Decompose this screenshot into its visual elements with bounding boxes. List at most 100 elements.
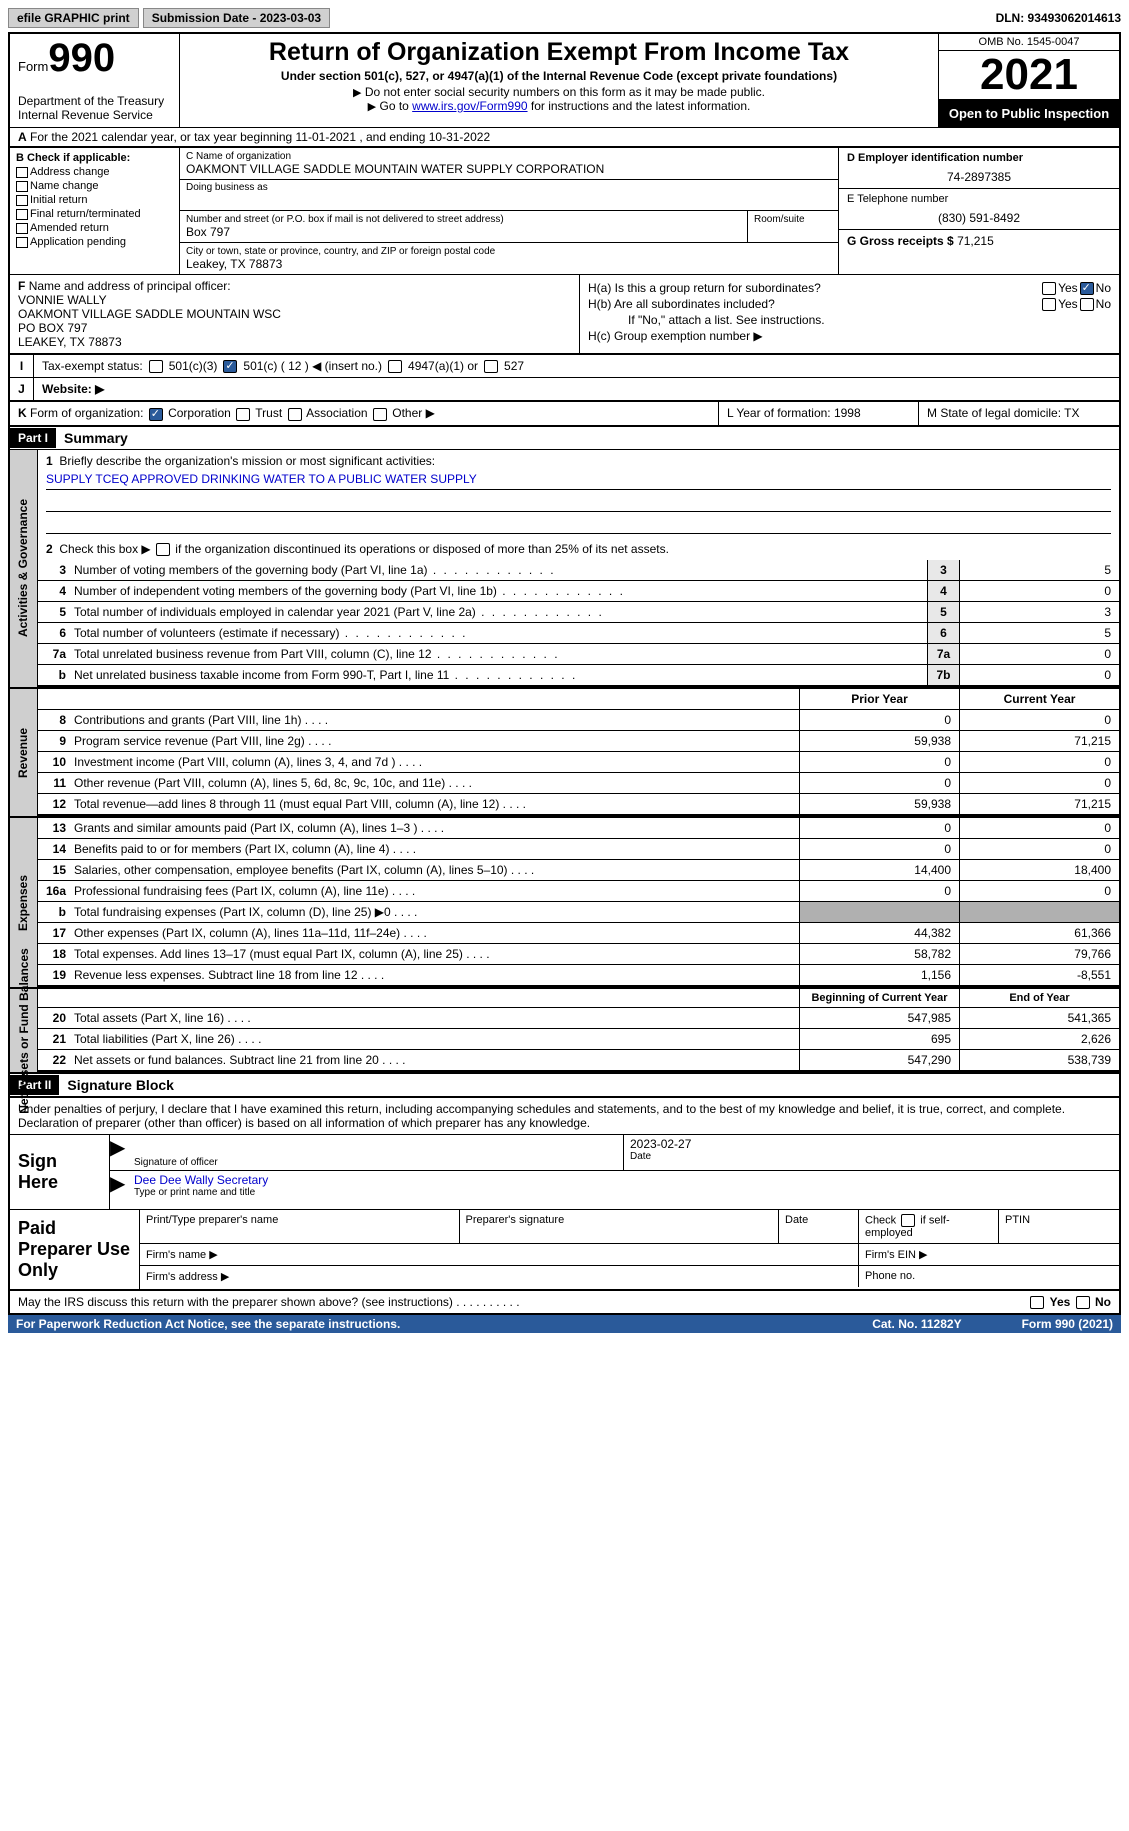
opt-527: 527: [504, 359, 524, 373]
col-f: F Name and address of principal officer:…: [10, 275, 580, 353]
line-text: Total number of individuals employed in …: [70, 602, 927, 622]
header-mid: Return of Organization Exempt From Incom…: [180, 34, 939, 127]
phone-value: (830) 591-8492: [847, 211, 1111, 225]
line-text: Salaries, other compensation, employee b…: [70, 860, 799, 880]
line-text: Total assets (Part X, line 16) . . . .: [70, 1008, 799, 1028]
line-num: 9: [38, 731, 70, 751]
line-text: Program service revenue (Part VIII, line…: [70, 731, 799, 751]
prior-value: 0: [799, 818, 959, 838]
chk-corp[interactable]: [149, 408, 163, 421]
line-box: 5: [927, 602, 959, 622]
line-box: 6: [927, 623, 959, 643]
paid-preparer: Paid Preparer Use Only: [10, 1210, 140, 1289]
irs-no-lbl: No: [1095, 1295, 1111, 1309]
line-box: 4: [927, 581, 959, 601]
line-text: Contributions and grants (Part VIII, lin…: [70, 710, 799, 730]
f-text: Name and address of principal officer:: [29, 279, 231, 293]
chk-name[interactable]: [16, 181, 28, 192]
chk-pending[interactable]: [16, 237, 28, 248]
dept-text: Department of the TreasuryInternal Reven…: [18, 94, 171, 122]
line-text: Investment income (Part VIII, column (A)…: [70, 752, 799, 772]
chk-label-4: Amended return: [30, 222, 109, 234]
prior-value: 547,290: [799, 1050, 959, 1070]
line-box: 7a: [927, 644, 959, 664]
prior-value: 0: [799, 710, 959, 730]
current-value: 538,739: [959, 1050, 1119, 1070]
row-j-label: J: [10, 378, 34, 400]
efile-button[interactable]: efile GRAPHIC print: [8, 8, 139, 28]
firm-addr-label: Firm's address ▶: [140, 1266, 859, 1287]
opt-trust: Trust: [255, 406, 282, 420]
chk-501c3[interactable]: [149, 360, 163, 373]
current-value: 0: [959, 881, 1119, 901]
line-num: 18: [38, 944, 70, 964]
f-line2: OAKMONT VILLAGE SADDLE MOUNTAIN WSC: [18, 307, 281, 321]
line-text: Total liabilities (Part X, line 26) . . …: [70, 1029, 799, 1049]
gross-label: G Gross receipts $: [847, 234, 954, 248]
line-text: Benefits paid to or for members (Part IX…: [70, 839, 799, 859]
hc-label: H(c) Group exemption number ▶: [588, 329, 1111, 343]
opt-assoc: Association: [306, 406, 367, 420]
line-num: 7a: [38, 644, 70, 664]
chk-label-2: Initial return: [30, 194, 87, 206]
hb-label: H(b) Are all subordinates included?: [588, 297, 1040, 311]
sig-officer-label: Signature of officer: [134, 1157, 617, 1168]
col-d: D Employer identification number 74-2897…: [839, 148, 1119, 274]
irs-yes-lbl: Yes: [1050, 1295, 1071, 1309]
line-num: 4: [38, 581, 70, 601]
row-l: L Year of formation: 1998: [719, 402, 919, 424]
chk-527[interactable]: [484, 360, 498, 373]
prep-name-label: Print/Type preparer's name: [140, 1210, 460, 1243]
side-rev: Revenue: [10, 689, 38, 816]
line-num: 6: [38, 623, 70, 643]
chk-assoc[interactable]: [288, 408, 302, 421]
hb-no-lbl: No: [1096, 297, 1111, 311]
current-value: 2,626: [959, 1029, 1119, 1049]
instr-link[interactable]: www.irs.gov/Form990: [412, 99, 527, 113]
line-num: b: [38, 665, 70, 685]
hb-yes-chk[interactable]: [1042, 298, 1056, 311]
chk-label-1: Name change: [30, 180, 99, 192]
tax-year: 2021: [939, 51, 1119, 100]
current-value: [959, 902, 1119, 922]
current-value: 541,365: [959, 1008, 1119, 1028]
chk-address[interactable]: [16, 167, 28, 178]
irs-yes-chk[interactable]: [1030, 1296, 1044, 1309]
current-value: -8,551: [959, 965, 1119, 985]
chk-initial[interactable]: [16, 195, 28, 206]
line-num: 14: [38, 839, 70, 859]
opt-4947: 4947(a)(1) or: [408, 359, 478, 373]
chk-amended[interactable]: [16, 223, 28, 234]
part1-header: Part I: [10, 428, 56, 448]
chk-501c[interactable]: [223, 360, 237, 373]
f-line3: PO BOX 797: [18, 321, 87, 335]
chk-final[interactable]: [16, 209, 28, 220]
form-ref: Form 990 (2021): [1022, 1317, 1113, 1331]
ha-no-chk[interactable]: [1080, 282, 1094, 295]
line-text: Number of voting members of the governin…: [70, 560, 927, 580]
opt-501c3: 501(c)(3): [169, 359, 218, 373]
chk-trust[interactable]: [236, 408, 250, 421]
prep-sig-label: Preparer's signature: [460, 1210, 780, 1243]
k-text: Form of organization:: [30, 406, 143, 420]
chk-4947[interactable]: [388, 360, 402, 373]
line-num: 12: [38, 794, 70, 814]
line-text: Net assets or fund balances. Subtract li…: [70, 1050, 799, 1070]
hb-no-chk[interactable]: [1080, 298, 1094, 311]
row-a: A For the 2021 calendar year, or tax yea…: [8, 127, 1121, 146]
part2-title: Signature Block: [59, 1074, 182, 1096]
prep-date-label: Date: [779, 1210, 859, 1243]
prior-value: 59,938: [799, 731, 959, 751]
may-irs-text: May the IRS discuss this return with the…: [18, 1295, 453, 1309]
form-number: 990: [48, 36, 115, 80]
chk-self-employed[interactable]: [901, 1214, 915, 1227]
ha-yes-chk[interactable]: [1042, 282, 1056, 295]
chk-discontinued[interactable]: [156, 543, 170, 556]
irs-no-chk[interactable]: [1076, 1296, 1090, 1309]
submission-button[interactable]: Submission Date - 2023-03-03: [143, 8, 330, 28]
chk-other[interactable]: [373, 408, 387, 421]
line-num: 21: [38, 1029, 70, 1049]
line-value: 0: [959, 665, 1119, 685]
line-text: Other revenue (Part VIII, column (A), li…: [70, 773, 799, 793]
line-num: 17: [38, 923, 70, 943]
